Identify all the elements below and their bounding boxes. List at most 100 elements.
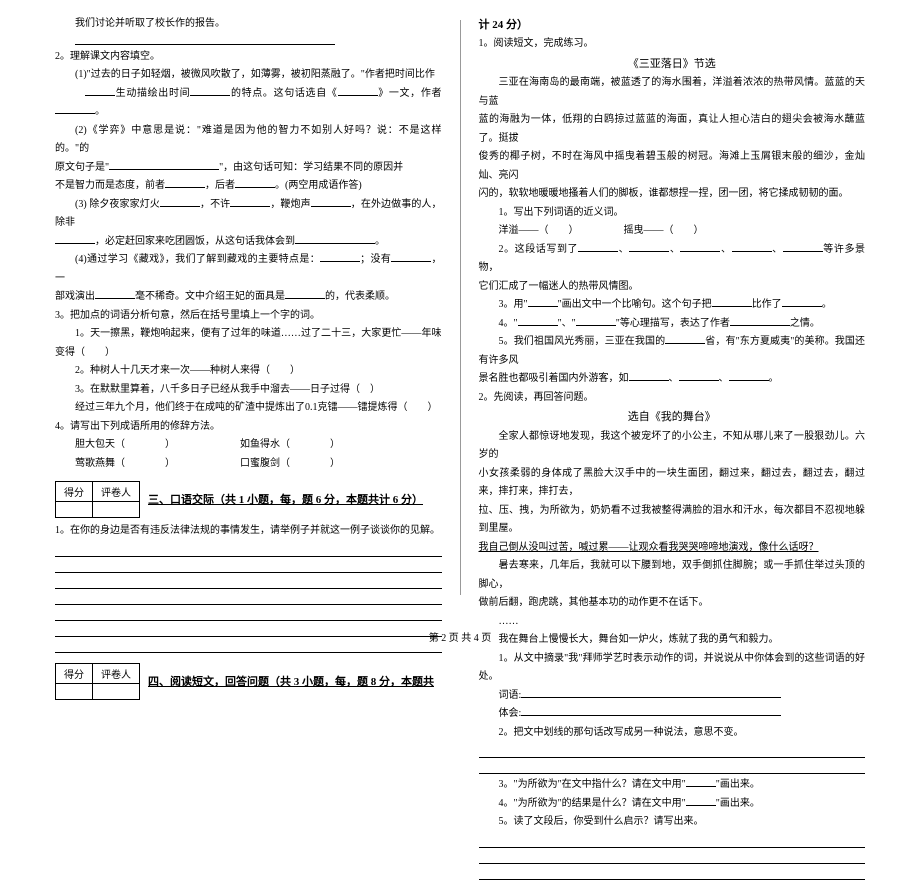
text: 2。这段话写到了 bbox=[499, 244, 579, 255]
answer-blank bbox=[165, 177, 205, 188]
text: 5。我们祖国风光秀丽，三亚在我国的 bbox=[499, 336, 666, 347]
answer-line bbox=[479, 760, 866, 774]
text-line: (3) 除夕夜家家灯火，不许，鞭炮声，在外边做事的人，除非 bbox=[55, 196, 442, 233]
score-label: 得分 bbox=[56, 663, 93, 683]
section-3-title: 三、口语交际（共 1 小题，每，题 6 分，本题共计 6 分） bbox=[148, 491, 423, 507]
answer-blank bbox=[295, 233, 375, 244]
text-line: 景名胜也都吸引着国内外游客，如、、。 bbox=[479, 370, 866, 389]
passage-line: 小女孩柔弱的身体成了黑脸大汉手中的一块生面团，翻过来，翻过去，翻过去，翻过来，摔… bbox=[479, 465, 866, 502]
text: "等心理描写，表达了作者 bbox=[616, 318, 730, 329]
q2-head: 2。理解课文内容填空。 bbox=[55, 48, 442, 67]
text-line: 4。" "、" "等心理描写，表达了作者 之情。 bbox=[479, 315, 866, 334]
text: 莺歌燕舞（ bbox=[75, 458, 125, 469]
passage-line: 拉、压、拽，为所欲为，奶奶看不过我被整得满脸的泪水和汗水，每次都目不忍视地躲到里… bbox=[479, 502, 866, 539]
text: ；没有 bbox=[360, 254, 391, 265]
passage-title: 选自《我的舞台》 bbox=[479, 407, 866, 427]
text-line: 5。读了文段后，你受到什么启示？请写出来。 bbox=[479, 813, 866, 832]
text-line: 2。这段话写到了、、、、等许多景物， bbox=[479, 241, 866, 278]
passage-line: 三亚在海南岛的最南端，被蓝透了的海水围着，洋溢着浓浓的热带风情。蓝蓝的天与蓝 bbox=[479, 74, 866, 111]
answer-blank bbox=[732, 241, 772, 252]
answer-blank bbox=[665, 333, 705, 344]
sec4-continued: 计 24 分） bbox=[479, 15, 866, 35]
text: 之情。 bbox=[790, 318, 820, 329]
answer-blank bbox=[712, 296, 752, 307]
answer-blank bbox=[730, 315, 790, 326]
grader-cell bbox=[93, 683, 140, 699]
answer-blank bbox=[782, 296, 822, 307]
passage-line: 俊秀的椰子树，不时在海风中摇曳着碧玉般的树冠。海滩上玉屑银末般的细沙，金灿灿、亮… bbox=[479, 148, 866, 185]
text: "，由这句话可知：学习结果不同的原因并 bbox=[219, 162, 403, 173]
answer-blank bbox=[729, 370, 769, 381]
q3-head: 3。把加点的词语分析句意，然后在括号里填上一个字的词。 bbox=[55, 307, 442, 326]
answer-blank bbox=[95, 288, 135, 299]
text: (3) 除夕夜家家灯火 bbox=[75, 199, 160, 210]
text: 如鱼得水（ bbox=[240, 439, 290, 450]
text: 部戏演出 bbox=[55, 291, 95, 302]
answer-line bbox=[55, 575, 442, 589]
text-line: 洋溢——（ ） 摇曳——（ ） bbox=[479, 222, 866, 241]
text: 景名胜也都吸引着国内外游客，如 bbox=[479, 373, 629, 384]
text: 4。" bbox=[499, 318, 518, 329]
grader-label: 评卷人 bbox=[93, 663, 140, 683]
section-4-title: 四、阅读短文，回答问题（共 3 小题，每，题 8 分，本题共 bbox=[148, 673, 434, 689]
text: 毫不稀奇。文中介绍王妃的面具是 bbox=[135, 291, 285, 302]
answer-blank bbox=[55, 103, 95, 114]
passage-line: 我自己倒从没叫过苦，喊过累——让观众看我哭哭啼啼地演戏，像什么话呀？ bbox=[479, 539, 866, 558]
text-line: 不是智力而是态度，前者，后者。(两空用成语作答) bbox=[55, 177, 442, 196]
text-line: 我们讨论并听取了校长作的报告。 bbox=[55, 15, 442, 34]
answer-blank bbox=[528, 296, 558, 307]
answer-blank bbox=[576, 315, 616, 326]
text: 原文句子是" bbox=[55, 162, 109, 173]
text-line: 体会: bbox=[479, 705, 866, 724]
answer-blank bbox=[109, 159, 219, 170]
text-line: 3。用""画出文中一个比喻句。这个句子把比作了。 bbox=[479, 296, 866, 315]
answer-blank bbox=[521, 687, 781, 698]
text: 的，代表柔顺。 bbox=[325, 291, 395, 302]
text-line: 莺歌燕舞（ ） 口蜜腹剑（ ） bbox=[55, 455, 442, 474]
text: (4)通过学习《藏戏》，我们了解到藏戏的主要特点是： bbox=[75, 254, 320, 265]
text: 的特点。这句话选自《 bbox=[230, 88, 337, 99]
text: (1)"过去的日子如轻烟，被微风吹散了，如薄雾，被初阳蒸融了。"作者把时间比作 bbox=[75, 69, 435, 80]
text-line: (4)通过学习《藏戏》，我们了解到藏戏的主要特点是：；没有，一 bbox=[55, 251, 442, 288]
q2-head: 2。先阅读，再回答问题。 bbox=[479, 389, 866, 408]
answer-blank bbox=[578, 241, 618, 252]
text-line: 原文句子是" "，由这句话可知：学习结果不同的原因并 bbox=[55, 159, 442, 178]
text-line: 2。把文中划线的那句话改写成另一种说法，意思不变。 bbox=[479, 724, 866, 743]
score-cell bbox=[56, 502, 93, 518]
text: ，鞭炮声 bbox=[270, 199, 310, 210]
page-container: 我们讨论并听取了校长作的报告。 2。理解课文内容填空。 (1)"过去的日子如轻烟… bbox=[0, 0, 920, 615]
text-line: 3。"为所欲为"在文中指什么？请在文中用""画出来。 bbox=[479, 776, 866, 795]
text-line: 4。"为所欲为"的结果是什么？请在文中用""画出来。 bbox=[479, 795, 866, 814]
answer-blank bbox=[285, 288, 325, 299]
answer-blank bbox=[55, 233, 95, 244]
text-line: 1。写出下列词语的近义词。 bbox=[479, 204, 866, 223]
text: "、" bbox=[558, 318, 576, 329]
text: 比作了 bbox=[752, 299, 782, 310]
text: 3。用" bbox=[499, 299, 528, 310]
passage-title: 《三亚落日》节选 bbox=[479, 54, 866, 74]
score-table: 得分评卷人 bbox=[55, 663, 140, 700]
answer-blank bbox=[679, 370, 719, 381]
page-footer: 第 2 页 共 4 页 bbox=[0, 629, 920, 644]
text: 》一文，作者 bbox=[378, 88, 442, 99]
answer-blank bbox=[235, 177, 275, 188]
answer-line bbox=[479, 744, 866, 758]
text: 。(两空用成语作答) bbox=[275, 180, 362, 191]
answer-blank bbox=[320, 251, 360, 262]
score-cell bbox=[56, 683, 93, 699]
passage-line: 蓝的海融为一体，低翔的白鸥掠过蓝蓝的海面，真让人担心洁白的翅尖会被海水蘸蓝了。挺… bbox=[479, 111, 866, 148]
text: 3。"为所欲为"在文中指什么？请在文中用" bbox=[499, 779, 686, 790]
answer-blank bbox=[338, 85, 378, 96]
grader-label: 评卷人 bbox=[93, 482, 140, 502]
score-table: 得分评卷人 bbox=[55, 481, 140, 518]
answer-blank bbox=[629, 241, 669, 252]
text-line: 5。我们祖国风光秀丽，三亚在我国的省，有"东方夏威夷"的美称。我国还有许多风 bbox=[479, 333, 866, 370]
passage-line: 全家人都惊讶地发现，我这个被宠坏了的小公主，不知从哪儿来了一股狠劲儿。六岁的 bbox=[479, 428, 866, 465]
text-line: 词语: bbox=[479, 687, 866, 706]
text-line: 1。从文中摘录"我"拜师学艺时表示动作的词，并说说从中你体会到的这些词语的好处。 bbox=[479, 650, 866, 687]
right-column: 计 24 分） 1。阅读短文，完成练习。 《三亚落日》节选 三亚在海南岛的最南端… bbox=[479, 15, 866, 595]
answer-line bbox=[55, 591, 442, 605]
answer-blank bbox=[680, 241, 720, 252]
answer-blank bbox=[190, 85, 230, 96]
grader-cell bbox=[93, 502, 140, 518]
